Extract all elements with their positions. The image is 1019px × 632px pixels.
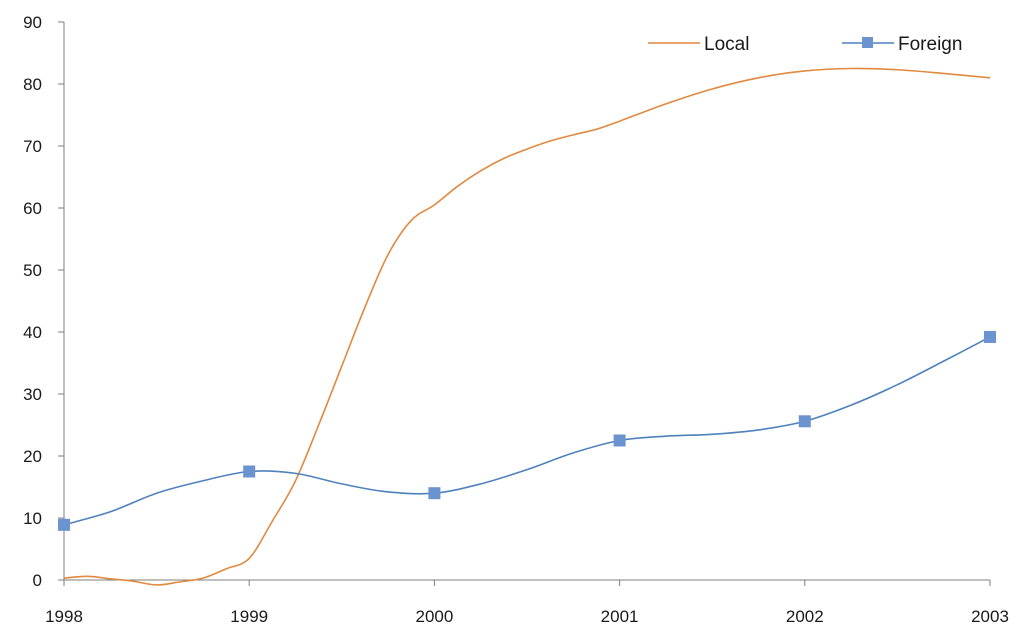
y-tick-label: 30 (23, 385, 42, 404)
x-tick-label: 2000 (415, 607, 453, 626)
x-tick-label: 2003 (971, 607, 1009, 626)
axes: 0 10 20 30 40 50 60 70 80 90 1998 1999 2000 2001 2002 2… (23, 13, 1009, 626)
y-tick-label: 40 (23, 323, 42, 342)
data-point-foreign (58, 518, 70, 531)
data-point-foreign (984, 330, 996, 343)
data-point-foreign (243, 465, 256, 478)
series-line-foreign (63, 336, 991, 526)
data-point-foreign (613, 434, 626, 447)
y-tick-label: 60 (23, 199, 42, 218)
legend-foreign-marker (862, 37, 873, 48)
y-tick-label: 70 (23, 137, 42, 156)
x-tick-label: 2002 (786, 607, 824, 626)
legend-foreign-label: Foreign (898, 34, 962, 55)
y-tick-label: 80 (23, 75, 42, 94)
legend-local-label: Local (704, 34, 749, 55)
x-tick-label: 1999 (230, 607, 268, 626)
data-point-foreign (798, 415, 811, 428)
legend: Local Foreign (648, 34, 962, 55)
series-line-local (63, 67, 991, 586)
y-tick-label: 50 (23, 261, 42, 280)
x-tick-label: 2001 (601, 607, 639, 626)
y-tick-label: 0 (33, 571, 42, 590)
x-tick-label: 1998 (45, 607, 83, 626)
data-point-foreign (428, 487, 441, 500)
series-layer (58, 67, 996, 586)
y-tick-label: 90 (23, 13, 42, 32)
y-tick-label: 20 (23, 447, 42, 466)
y-tick-label: 10 (23, 509, 42, 528)
